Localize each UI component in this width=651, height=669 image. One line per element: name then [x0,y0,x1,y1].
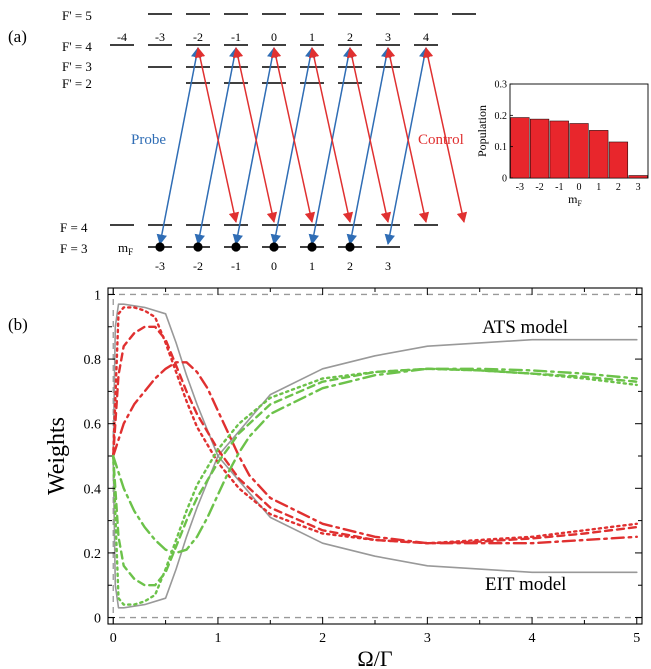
mf-label-top: 4 [423,30,429,44]
series-line-gray-solid [112,303,638,574]
transition-arrows [156,46,468,246]
series-line-green-dotted [112,367,638,606]
panel-a-energy-diagram: (a) F' = 5 F' = 4 F' = 3 F' = 2 F = 4 F … [8,8,649,273]
inset-x-tick-label: -3 [516,182,524,193]
y-tick-label: 0.8 [84,353,102,368]
mf-labels-top: -4 -3 -2 -1 0 1 2 3 4 [117,30,429,44]
weights-chart: 0 1 2 3 4 5 0 0.2 0.4 0.6 0.8 1 Ω/Γ Weights ATS model E… [44,287,643,669]
level-label-fp3: F' = 3 [62,59,92,74]
inset-y-tick-label: 0.3 [495,80,508,91]
panel-b-weights-plot: (b) 0 1 2 3 4 5 0 0.2 0.4 0.6 0.8 1 Ω/Γ Weights ATS mo… [8,287,643,669]
inset-y-axis-label: Population [475,105,489,157]
control-arrow [422,46,468,224]
control-arrow [308,46,354,224]
x-tick-label: 5 [633,631,640,646]
mf-label-bottom: 2 [347,259,353,273]
y-tick-label: 0 [94,612,101,627]
inset-x-tick-label: 0 [577,182,582,193]
mf-row-label: mF [118,240,133,257]
mf-label-top: 0 [271,30,277,44]
control-arrow [270,46,316,224]
panel-b-label: (b) [8,315,28,334]
y-tick-label: 0.4 [84,482,102,497]
inset-y-tick-label: 0.2 [495,111,508,122]
population-dots [155,242,355,252]
probe-arrow [156,46,202,246]
inset-bar [569,123,589,179]
control-label: Control [418,132,464,148]
inset-bar [628,175,648,179]
level-label-fp5: F' = 5 [62,8,92,23]
inset-population-chart: -3 -2 -1 0 1 2 3 0 0.1 0.2 0.3 Population mF [475,80,649,208]
x-axis-label: Ω/Γ [357,646,392,669]
series-line-green-dashed [112,367,638,587]
level-label-f3: F = 3 [60,241,88,256]
population-dot [231,242,241,252]
x-tick-label: 3 [424,631,431,646]
control-arrow [232,46,278,224]
eit-model-annotation: EIT model [485,574,566,595]
control-arrow [346,46,392,224]
mf-label-bottom: 0 [271,259,277,273]
level-label-fp4: F' = 4 [62,39,92,54]
series-line-red-dashdot [112,361,638,545]
y-tick-label: 1 [94,288,101,303]
ats-model-annotation: ATS model [482,317,568,338]
y-axis-label: Weights [44,417,70,495]
inset-y-tick-label: 0 [502,174,507,185]
population-dot [155,242,165,252]
population-dot [193,242,203,252]
mf-labels-bottom: -3 -2 -1 0 1 2 3 [155,259,391,273]
probe-label: Probe [131,132,166,148]
inset-x-tick-label: -2 [535,182,543,193]
inset-bar [549,120,569,179]
inset-x-tick-label: 1 [596,182,601,193]
x-tick-label: 2 [319,631,326,646]
series-line-gray-solid [112,338,638,609]
series-line-red-dashed [112,325,638,545]
inset-x-tick-label: 2 [616,182,621,193]
inset-bar [529,118,550,179]
mf-label-top: -3 [155,30,165,44]
control-arrow [384,46,430,224]
panel-a-label: (a) [8,27,27,46]
series-line-green-dashdot [112,367,638,555]
inset-bar [608,141,629,179]
control-arrow [194,46,240,224]
inset-y-tick-label: 0.1 [495,142,508,153]
series-line-red-dotted [112,306,638,545]
mf-label-top: -1 [231,30,241,44]
mf-label-bottom: 1 [309,259,315,273]
mf-label-top: 1 [309,30,315,44]
mf-label-bottom: 3 [385,259,391,273]
population-dot [345,242,355,252]
level-label-fp2: F' = 2 [62,76,92,91]
x-tick-label: 1 [214,631,221,646]
inset-x-axis-label: mF [568,192,582,208]
mf-label-top: -4 [117,30,127,44]
mf-label-top: 3 [385,30,391,44]
mf-label-top: -2 [193,30,203,44]
inset-x-tick-label: -1 [555,182,563,193]
y-tick-label: 0.2 [84,547,102,562]
inset-x-tick-label: 3 [636,182,641,193]
level-label-f4: F = 4 [60,220,88,235]
mf-label-bottom: -1 [231,259,241,273]
mf-label-bottom: -3 [155,259,165,273]
inset-bar [510,117,530,179]
mf-label-top: 2 [347,30,353,44]
x-tick-label: 0 [110,631,117,646]
population-dot [307,242,317,252]
population-dot [269,242,279,252]
y-tick-label: 0.6 [84,418,102,433]
mf-label-bottom: -2 [193,259,203,273]
x-tick-label: 4 [529,631,536,646]
inset-bar [589,130,609,179]
